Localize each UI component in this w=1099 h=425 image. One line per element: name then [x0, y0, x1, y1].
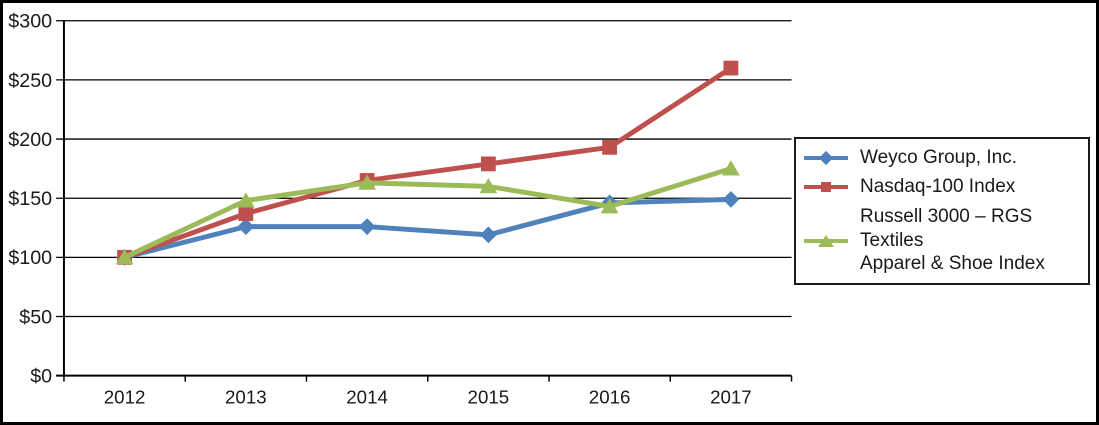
y-tick-label: $250 [8, 70, 52, 92]
y-tick-label: $50 [19, 306, 52, 328]
series-2-triangle-marker [236, 192, 255, 208]
x-tick-label: 2014 [346, 386, 388, 407]
legend-label-russell-line1: Russell 3000 – RGS Textiles [860, 205, 1033, 251]
y-tick-label: $300 [8, 11, 52, 33]
triangle-marker-icon [818, 234, 834, 247]
x-tick-label: 2012 [104, 386, 146, 407]
chart-legend: Weyco Group, Inc. Nasdaq-100 Index Russe… [794, 137, 1090, 285]
square-marker-icon [821, 182, 831, 193]
series-line-2 [122, 166, 734, 260]
legend-item-nasdaq: Nasdaq-100 Index [804, 175, 1086, 199]
series-2-triangle-marker [600, 198, 619, 214]
x-tick-label: 2016 [589, 386, 631, 407]
series-0-diamond-marker [358, 218, 376, 235]
legend-key-russell [804, 233, 848, 249]
series-line-1 [122, 65, 734, 260]
series-0-diamond-marker [479, 226, 497, 244]
legend-item-weyco: Weyco Group, Inc. [804, 146, 1086, 170]
legend-label-weyco: Weyco Group, Inc. [860, 146, 1017, 170]
series-1-square-marker [238, 206, 254, 221]
x-tick-label: 2015 [468, 386, 510, 407]
legend-key-nasdaq [804, 179, 848, 195]
y-tick-label: $200 [8, 129, 52, 151]
legend-label-nasdaq: Nasdaq-100 Index [860, 175, 1015, 199]
series-0-diamond-marker [722, 191, 740, 208]
x-tick-label: 2017 [710, 386, 752, 407]
x-tick-label: 2013 [225, 386, 267, 407]
series-2-triangle-marker [115, 248, 134, 265]
line-chart-canvas: $0 $50 $100 $150 $200 $250 $300 2012 2013 2014 201… [8, 11, 793, 407]
series-1-square-marker [480, 156, 496, 172]
series-0-diamond-marker [237, 218, 255, 235]
y-tick-label: $100 [8, 247, 52, 269]
legend-key-weyco [804, 150, 848, 166]
legend-item-russell: Russell 3000 – RGS Textiles Apparel & Sh… [804, 205, 1086, 276]
legend-label-nasdaq-line1: Nasdaq-100 Index [860, 176, 1016, 198]
legend-label-russell: Russell 3000 – RGS Textiles Apparel & Sh… [860, 205, 1086, 276]
series-line-0 [122, 196, 734, 260]
series-2-triangle-marker [722, 160, 740, 176]
diamond-marker-icon [818, 150, 834, 165]
series-1-square-marker [723, 60, 739, 76]
legend-label-russell-line2: Apparel & Shoe Index [860, 253, 1045, 275]
series-1-square-marker [602, 139, 618, 155]
series-2-triangle-marker [358, 174, 376, 190]
series-2-triangle-marker [479, 177, 498, 194]
y-tick-label: $150 [8, 188, 52, 210]
legend-label-weyco-line1: Weyco Group, Inc. [860, 146, 1017, 168]
y-tick-label: $0 [30, 366, 52, 388]
